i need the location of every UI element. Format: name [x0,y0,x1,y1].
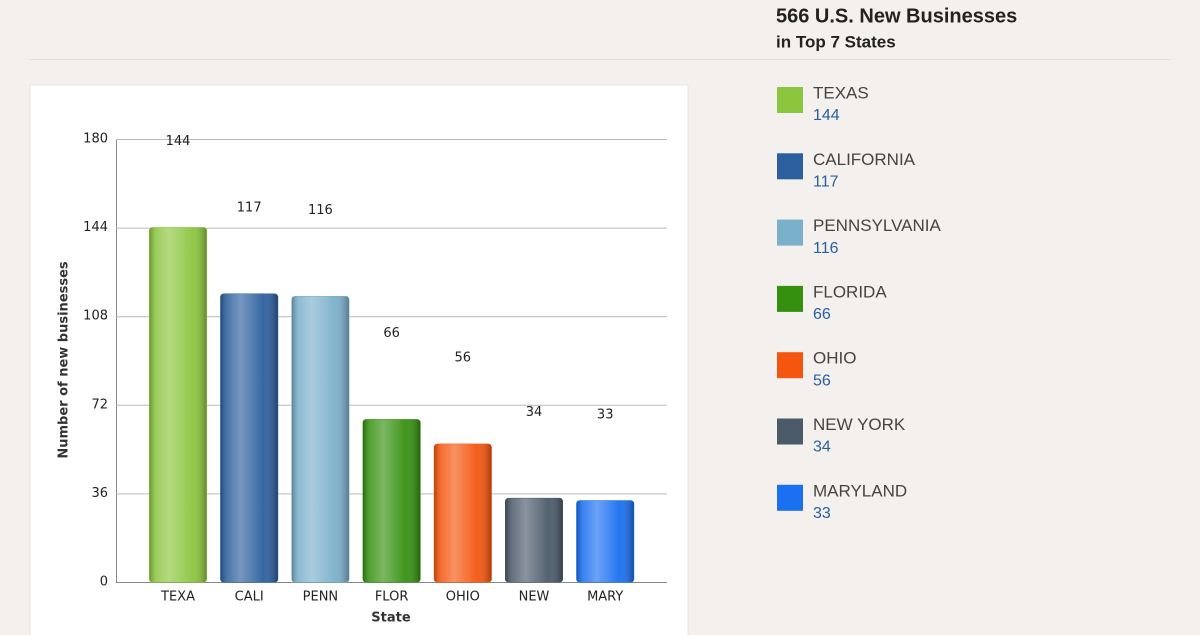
data-label: 34 [526,405,543,420]
y-tick-label: 0 [100,575,108,590]
bar-shine [505,498,563,582]
x-tick-label: MARY [587,590,623,605]
bar-shine [576,500,634,582]
legend-label: PENNSYLVANIA [813,216,942,235]
legend-value: 117 [813,174,839,191]
legend-swatch [777,352,803,379]
data-label: 33 [597,407,614,422]
y-tick-label: 144 [83,220,108,235]
x-tick-label: TEXA [160,590,195,605]
legend-value: 34 [813,439,831,456]
legend-label: TEXAS [813,83,869,102]
y-axis-label: Number of new businesses [57,261,72,459]
legend-swatch [777,285,803,312]
legend-label: OHIO [813,349,856,368]
legend-value: 33 [813,505,831,522]
chart-title: 566 U.S. New Businesses [776,5,1017,27]
legend-swatch [777,153,803,180]
legend-label: CALIFORNIA [813,150,916,169]
legend-swatch [777,418,803,445]
data-label: 117 [237,201,262,216]
x-tick-label: NEW [519,590,550,605]
legend-swatch [777,484,803,511]
bar-shine [220,294,278,582]
data-label: 144 [166,134,191,149]
legend-value: 56 [813,372,831,389]
legend-swatch [777,87,803,113]
data-label: 116 [308,203,333,218]
legend-value: 66 [813,306,831,323]
chart-subtitle: in Top 7 States [776,32,896,51]
legend-swatch [777,219,803,246]
y-tick-label: 72 [91,397,108,412]
x-tick-label: FLOR [375,590,409,605]
x-tick-label: OHIO [446,590,480,605]
legend-value: 144 [813,107,840,124]
bar-shine [434,444,492,582]
data-label: 66 [383,326,400,341]
legend-value: 116 [813,240,839,257]
legend-label: MARYLAND [813,481,907,500]
bar-shine [363,419,421,582]
data-label: 56 [455,351,472,366]
legend-label: NEW YORK [813,415,906,434]
x-axis-label: State [371,611,411,626]
y-tick-label: 180 [83,132,108,147]
y-tick-label: 108 [83,309,108,324]
x-tick-label: PENN [303,590,339,605]
y-tick-label: 36 [91,486,108,501]
legend-label: FLORIDA [813,282,887,301]
x-tick-label: CALI [235,590,264,605]
bar-shine [291,296,349,582]
bar-shine [149,227,207,582]
